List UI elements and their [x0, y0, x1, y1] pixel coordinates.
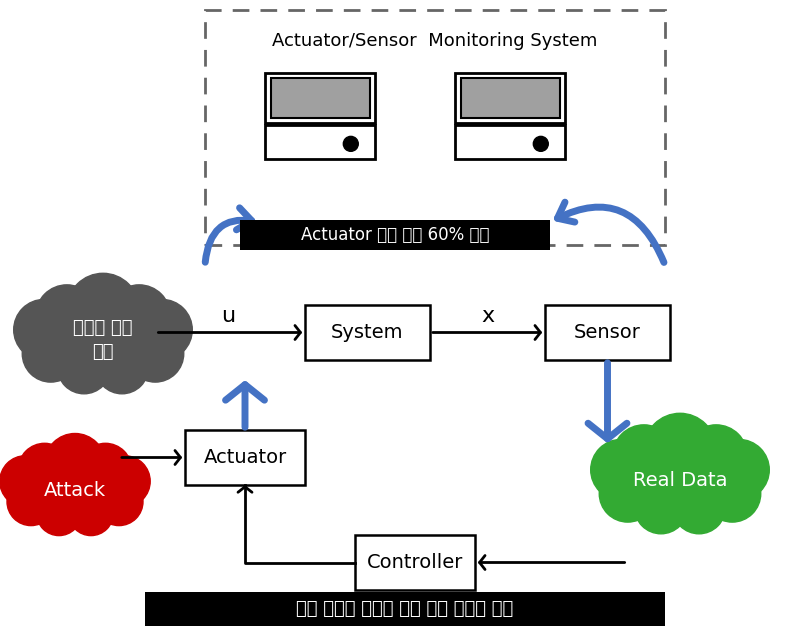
Circle shape [7, 477, 55, 526]
FancyArrowPatch shape [205, 208, 252, 262]
Circle shape [634, 481, 688, 534]
Circle shape [685, 425, 747, 488]
Circle shape [704, 465, 761, 522]
Circle shape [36, 491, 82, 536]
Circle shape [79, 443, 132, 496]
Text: Actuator 성능 저하 60% 인식: Actuator 성능 저하 60% 인식 [301, 226, 489, 244]
Circle shape [533, 136, 548, 152]
FancyBboxPatch shape [455, 72, 565, 124]
Text: Controller: Controller [367, 553, 463, 572]
FancyBboxPatch shape [461, 78, 559, 118]
Circle shape [99, 456, 150, 507]
Ellipse shape [27, 464, 123, 516]
FancyBboxPatch shape [355, 535, 475, 590]
FancyBboxPatch shape [545, 305, 670, 360]
Text: u: u [220, 306, 235, 327]
FancyBboxPatch shape [305, 305, 430, 360]
Circle shape [44, 434, 106, 495]
Circle shape [95, 340, 148, 394]
Text: Sensor: Sensor [574, 323, 641, 342]
Circle shape [69, 491, 114, 536]
Ellipse shape [46, 309, 160, 371]
Text: Real Data: Real Data [633, 470, 727, 489]
Text: 성능 저하를 고려한 입력 제한 제어기 설계: 성능 저하를 고려한 입력 제한 제어기 설계 [296, 600, 513, 618]
Circle shape [67, 273, 139, 346]
Ellipse shape [623, 450, 737, 510]
FancyBboxPatch shape [240, 220, 550, 250]
Circle shape [127, 325, 184, 382]
FancyArrowPatch shape [558, 202, 664, 262]
FancyBboxPatch shape [145, 592, 665, 626]
Circle shape [95, 477, 143, 526]
Circle shape [709, 439, 769, 500]
Circle shape [613, 425, 675, 488]
Text: System: System [331, 323, 404, 342]
Circle shape [591, 439, 651, 500]
FancyBboxPatch shape [270, 78, 370, 118]
Circle shape [0, 456, 51, 507]
FancyBboxPatch shape [185, 430, 305, 485]
FancyBboxPatch shape [455, 125, 565, 159]
Circle shape [19, 443, 71, 496]
FancyBboxPatch shape [265, 72, 375, 124]
Circle shape [644, 413, 716, 486]
Text: Actuator: Actuator [203, 448, 286, 467]
Circle shape [23, 325, 79, 382]
Circle shape [36, 285, 98, 347]
FancyBboxPatch shape [265, 125, 375, 159]
Circle shape [108, 285, 170, 347]
Circle shape [14, 299, 74, 360]
Circle shape [132, 299, 192, 360]
Text: x: x [481, 306, 494, 327]
Circle shape [57, 340, 111, 394]
Circle shape [343, 136, 358, 152]
Text: 시스템 성능
저하: 시스템 성능 저하 [73, 319, 132, 361]
Circle shape [672, 481, 725, 534]
Text: Attack: Attack [44, 481, 106, 500]
Circle shape [600, 465, 656, 522]
Text: Actuator/Sensor  Monitoring System: Actuator/Sensor Monitoring System [272, 32, 598, 50]
